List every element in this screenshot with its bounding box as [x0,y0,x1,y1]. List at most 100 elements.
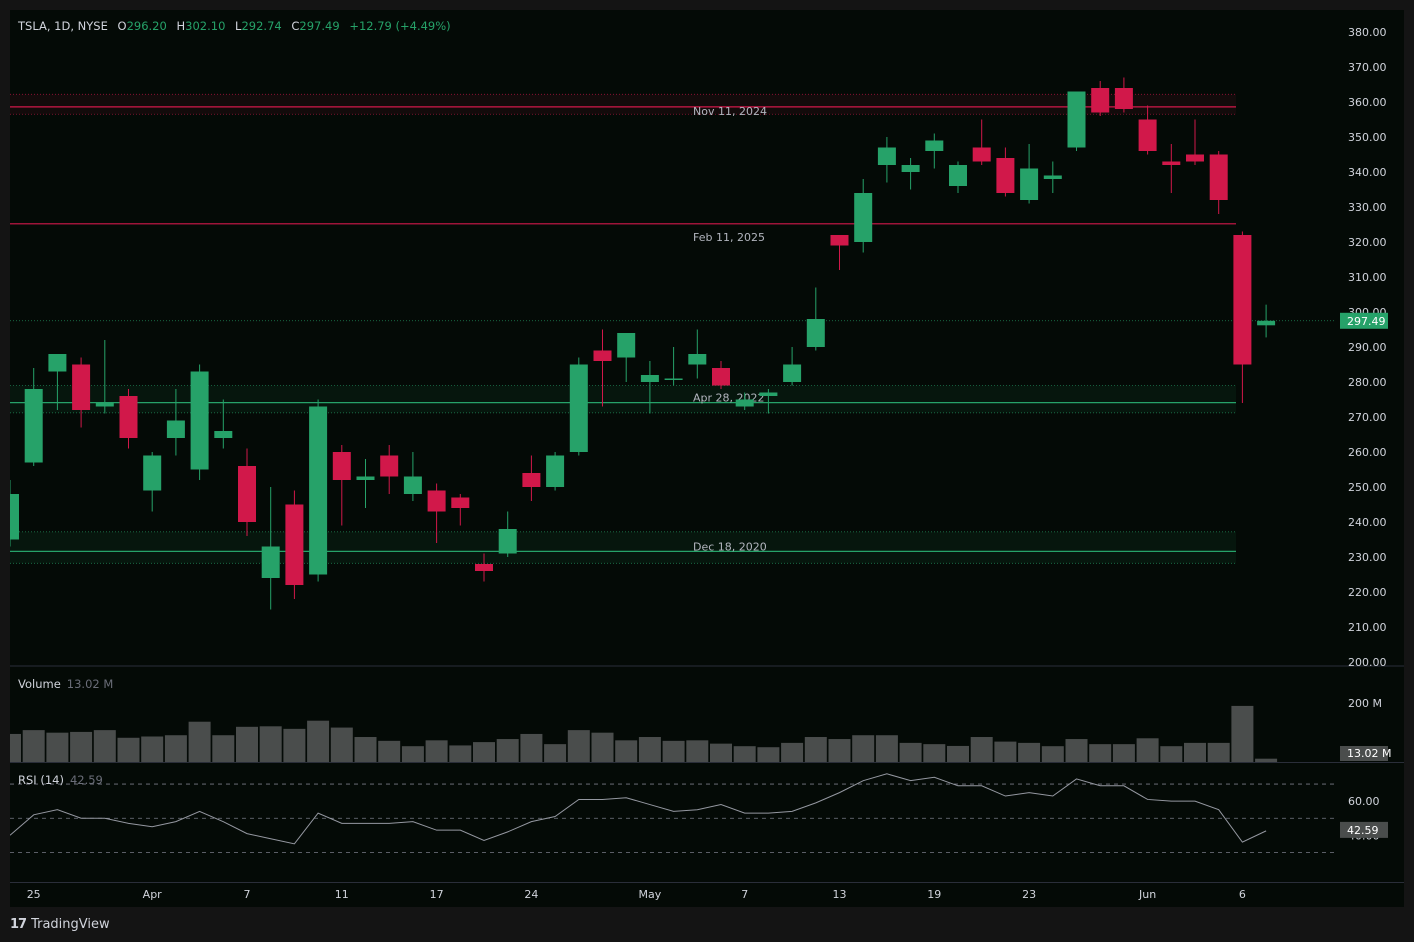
candle-body-36 [854,193,873,242]
candle-body-16 [380,455,399,477]
candle-7 [166,389,185,456]
change-value: +12.79 (+4.49%) [349,19,451,33]
price-tick-16: 220.00 [1348,586,1387,599]
volume-bar-46 [1089,744,1112,762]
volume-bar-23 [544,744,567,762]
candle-body-19 [451,497,470,508]
volume-bar-29 [686,740,709,762]
candle-body-45 [1067,91,1086,148]
low-label: L [235,19,242,33]
volume-bar-2 [46,732,69,762]
candle-body-18 [427,490,446,512]
time-tick-8: 13 [833,888,847,901]
rsi-pane-label[interactable]: RSI (14) 42.59 [18,773,103,787]
chart-svg[interactable]: Nov 11, 2024 Feb 11, 2025 Apr 28, 2022 Dec … [0,10,1404,907]
candle-24 [569,357,588,456]
chart-area[interactable]: Nov 11, 2024 Feb 11, 2025 Apr 28, 2022 Dec … [0,10,1404,907]
level-label-3: Dec 18, 2020 [693,540,767,553]
volume-bar-19 [449,745,472,762]
volume-bar-47 [1112,744,1135,762]
volume-pane-label[interactable]: Volume 13.02 M [18,677,113,691]
close-value: 297.49 [299,19,340,33]
last-price-tag: 297.49 [1347,315,1386,328]
time-tick-1: Apr [143,888,163,901]
candle-45 [1067,91,1086,151]
rsi-line [9,773,1267,845]
volume-bar-13 [307,720,330,762]
open-value: 296.20 [126,19,167,33]
candle-37 [877,137,896,183]
volume-bar-18 [425,740,448,762]
level-label-0: Nov 11, 2024 [693,105,767,118]
volume-bar-8 [188,721,211,762]
candle-body-8 [190,371,209,470]
volume-bar-24 [567,730,590,762]
volume-bar-44 [1041,746,1064,762]
candle-10 [238,448,256,536]
price-tick-10: 280.00 [1348,376,1387,389]
high-label: H [176,19,186,33]
candle-body-9 [214,431,233,438]
volume-bar-25 [591,732,614,762]
high-value: 302.10 [185,19,226,33]
brand-label: TradingView [31,916,110,932]
candle-0 [1,480,19,547]
candle-body-4 [95,403,114,407]
rsi-last-tag-bg [1340,821,1388,838]
candle-14 [332,445,351,526]
volume-bar-48 [1136,738,1159,762]
candle-41 [972,119,991,165]
rsi-axis-label: 60.00 [1348,795,1380,808]
time-tick-5: 24 [524,888,538,901]
symbol-header[interactable]: TSLA, 1D, NYSE O296.20 H302.10 L292.74 C… [18,19,451,33]
candle-body-44 [1043,175,1062,179]
candle-body-17 [403,476,422,494]
volume-bar-22 [520,733,543,762]
candle-31 [735,392,754,410]
time-tick-2: 7 [244,888,251,901]
price-tick-1: 370.00 [1348,61,1387,74]
volume-bar-49 [1160,746,1183,762]
candle-18 [427,483,446,543]
footer-brand[interactable]: 17 TradingView [10,912,110,936]
candle-body-1 [24,389,43,463]
candle-body-23 [546,455,565,487]
candle-body-40 [949,165,967,186]
candle-42 [996,147,1015,197]
candle-13 [309,399,328,582]
candle-15 [356,459,375,508]
volume-bar-27 [638,737,661,762]
candle-body-11 [261,546,280,578]
candle-body-38 [901,165,920,172]
candle-43 [1020,144,1039,204]
candle-body-0 [1,494,19,540]
volume-bar-0 [0,733,21,762]
candle-body-51 [1209,154,1228,200]
price-tick-6: 320.00 [1348,236,1387,249]
candle-body-46 [1091,88,1110,113]
candle-8 [190,364,209,480]
volume-bar-40 [947,745,969,762]
candle-44 [1043,161,1062,193]
candle-11 [261,487,280,610]
candle-29 [688,329,707,379]
candle-39 [925,133,944,169]
rsi-pane [9,773,1336,853]
candle-47 [1114,77,1133,113]
candle-50 [1186,119,1204,165]
candle-body-32 [759,392,778,396]
volume-bar-50 [1184,742,1206,762]
candle-6 [143,452,162,512]
symbol-title[interactable]: TSLA, 1D, NYSE [18,19,108,33]
candle-body-22 [522,473,541,487]
volume-bar-21 [496,739,519,762]
volume-bar-30 [710,743,732,762]
price-tick-12: 260.00 [1348,446,1387,459]
candle-body-27 [640,375,659,382]
candle-38 [901,158,920,190]
level-band-3 [10,531,1236,564]
time-tick-10: 23 [1022,888,1036,901]
candle-body-47 [1114,88,1133,109]
price-tick-0: 380.00 [1348,26,1387,39]
candle-body-30 [712,368,730,386]
